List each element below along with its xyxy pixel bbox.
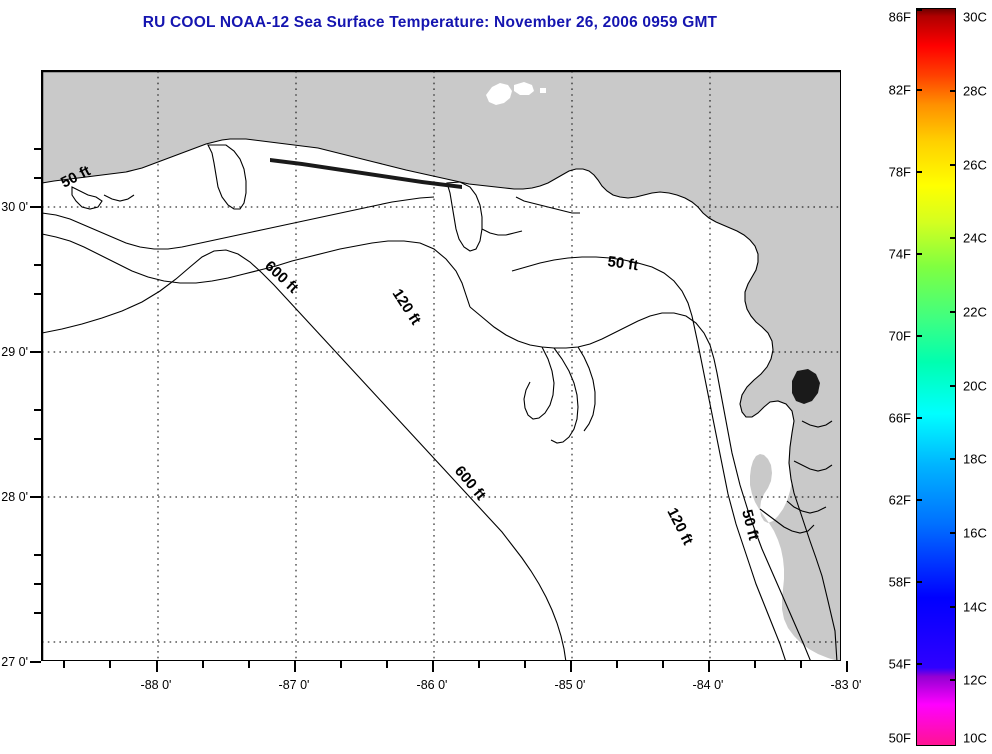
x-tick-minor (616, 661, 618, 668)
x-tick-major (570, 661, 572, 672)
x-axis-label: -85 0' (554, 678, 586, 692)
colorbar-label-c: 20C (963, 378, 987, 394)
x-tick-minor (754, 661, 756, 668)
x-tick-major (156, 661, 158, 672)
x-axis-label: -86 0' (416, 678, 448, 692)
x-tick-major (846, 661, 848, 672)
colorbar-tick-f (916, 89, 922, 91)
bathymetric-contours (42, 196, 811, 660)
y-tick-minor (34, 612, 41, 614)
coastline (42, 138, 838, 660)
x-tick-minor (386, 661, 388, 668)
colorbar-tick-c (950, 164, 956, 166)
cloud-nodata-patch (486, 82, 546, 105)
colorbar-tick-c (950, 90, 956, 92)
colorbar-label-f: 58F (888, 574, 911, 590)
y-axis-label: 29 0' (1, 345, 28, 359)
x-tick-minor (662, 661, 664, 668)
colorbar-label-c: 30C (963, 9, 987, 25)
colorbar-label-f: 62F (888, 492, 911, 508)
dense-coastline-detail (270, 158, 820, 404)
x-tick-minor (478, 661, 480, 668)
x-tick-minor (800, 661, 802, 668)
colorbar-tick-c (950, 237, 956, 239)
colorbar-tick-f (916, 581, 922, 583)
y-tick-minor (34, 554, 41, 556)
x-tick-minor (524, 661, 526, 668)
colorbar-tick-c (950, 679, 956, 681)
colorbar-tick-c (950, 532, 956, 534)
colorbar-gradient[interactable] (916, 8, 956, 746)
x-axis-label: -87 0' (278, 678, 310, 692)
y-tick-minor (34, 264, 41, 266)
colorbar-tick-f (916, 171, 922, 173)
x-tick-minor (63, 661, 65, 668)
land-mass-gulf-coast (42, 71, 840, 660)
x-tick-minor (202, 661, 204, 668)
x-tick-major (708, 661, 710, 672)
colorbar-label-c: 12C (963, 672, 987, 688)
x-axis-label: -88 0' (140, 678, 172, 692)
colorbar-label-f: 74F (888, 246, 911, 262)
colorbar-label-c: 26C (963, 157, 987, 173)
map-plot-area[interactable]: 50 ft 600 ft 120 ft 50 ft 600 ft 120 ft … (41, 70, 841, 661)
y-tick-minor (34, 583, 41, 585)
colorbar-tick-c (950, 458, 956, 460)
x-tick-minor (248, 661, 250, 668)
y-tick-minor (34, 409, 41, 411)
y-tick-major (30, 351, 41, 353)
colorbar-label-f: 54F (888, 656, 911, 672)
colorbar-label-f: 82F (888, 82, 911, 98)
colorbar-label-f: 66F (888, 410, 911, 426)
colorbar-tick-c (950, 311, 956, 313)
land-mass-florida-peninsula (750, 371, 840, 660)
colorbar-tick-c (950, 385, 956, 387)
y-tick-minor (34, 293, 41, 295)
colorbar-tick-c (950, 606, 956, 608)
colorbar-tick-f (916, 417, 922, 419)
page-title: RU COOL NOAA-12 Sea Surface Temperature:… (142, 14, 718, 31)
y-tick-major (30, 206, 41, 208)
colorbar-tick-f (916, 9, 922, 11)
colorbar-label-c: 18C (963, 451, 987, 467)
y-tick-major (30, 496, 41, 498)
colorbar-label-c: 16C (963, 525, 987, 541)
temperature-colorbar[interactable]: 86F 82F 78F 74F 70F 66F 62F 58F 54F 50F … (889, 8, 987, 746)
y-tick-minor (34, 177, 41, 179)
colorbar-tick-f (916, 499, 922, 501)
colorbar-label-f: 70F (888, 328, 911, 344)
colorbar-tick-f (916, 253, 922, 255)
y-tick-minor (34, 438, 41, 440)
map-frame-border (42, 71, 840, 660)
y-tick-minor (34, 148, 41, 150)
contour-label-50ft-south: 50 ft (738, 508, 762, 542)
colorbar-label-c: 14C (963, 599, 987, 615)
contour-label-50ft-east: 50 ft (606, 253, 639, 274)
colorbar-label-c: 22C (963, 304, 987, 320)
x-tick-major (432, 661, 434, 672)
colorbar-label-f: 86F (888, 9, 911, 25)
y-axis-label: 28 0' (1, 490, 28, 504)
y-axis-label: 30 0' (1, 200, 28, 214)
colorbar-label-c: 24C (963, 230, 987, 246)
x-tick-minor (109, 661, 111, 668)
x-tick-minor (340, 661, 342, 668)
y-tick-major (30, 661, 41, 663)
colorbar-label-f: 50F (888, 730, 911, 746)
map-canvas: 50 ft 600 ft 120 ft 50 ft 600 ft 120 ft … (42, 71, 840, 660)
x-axis-label: -83 0' (830, 678, 862, 692)
x-tick-major (294, 661, 296, 672)
x-axis-label: -84 0' (692, 678, 724, 692)
colorbar-tick-f (916, 335, 922, 337)
colorbar-label-f: 78F (888, 164, 911, 180)
y-axis-label: 27 0' (1, 655, 28, 669)
colorbar-label-c: 10C (963, 730, 987, 746)
colorbar-label-c: 28C (963, 83, 987, 99)
colorbar-tick-f (916, 663, 922, 665)
